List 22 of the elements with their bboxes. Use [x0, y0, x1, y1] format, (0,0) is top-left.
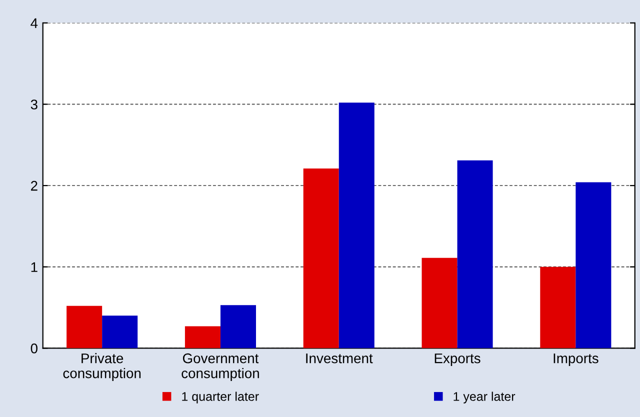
y-tick-label: 4 [30, 18, 38, 28]
bar [540, 266, 576, 348]
x-tick-label: Exports [434, 354, 480, 366]
legend-label: 1 year later [454, 392, 516, 404]
bar [220, 305, 256, 348]
bar [102, 316, 138, 348]
y-tick-label: 0 [30, 344, 38, 354]
bar [66, 306, 102, 348]
x-tick-label: Imports [554, 354, 598, 366]
x-tick-label: Private consumption [63, 353, 141, 381]
bar [303, 168, 339, 348]
bar [338, 102, 374, 348]
x-tick-label: Investment [306, 354, 373, 364]
y-tick-label: 2 [30, 180, 38, 191]
bar [576, 182, 612, 348]
bar [422, 258, 458, 348]
bar [184, 326, 220, 348]
bar [457, 160, 493, 348]
y-tick-label: 1 [31, 262, 38, 272]
legend-label: 1 quarter later [182, 392, 259, 404]
x-tick-label: Government consumption [182, 353, 259, 381]
y-tick-label: 3 [30, 100, 38, 110]
